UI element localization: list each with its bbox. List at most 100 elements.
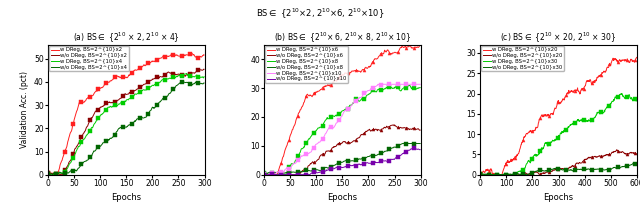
- w DReg, BS=2^{10}x6: [356, 70, 364, 73]
- w/o DReg, BS=2^{10}x30: [595, 168, 602, 170]
- w/o DReg, BS=2^{10}x30: [484, 173, 492, 176]
- w DReg, BS=2^{10}x20: [595, 76, 602, 78]
- w DReg, BS=2^{10}x2: [188, 52, 195, 55]
- w DReg, BS=2^{10}x4: [44, 172, 52, 175]
- w/o DReg, BS=2^{10}x2: [137, 85, 145, 88]
- Line: w/o DReg, BS=2^{10}x2: w/o DReg, BS=2^{10}x2: [48, 69, 204, 175]
- w/o DReg, BS=2^{10}x8: [392, 145, 400, 148]
- w/o DReg, BS=2^{10}x8: [399, 142, 406, 145]
- w/o DReg, BS=2^{10}x6: [403, 127, 410, 129]
- w DReg, BS=2^{10}x6: [354, 69, 362, 72]
- w DReg, BS=2^{10}x20: [476, 171, 484, 174]
- w DReg, BS=2^{10}x4: [187, 75, 195, 78]
- w/o DReg, BS=2^{10}x20: [595, 155, 602, 158]
- w DReg, BS=2^{10}x30: [547, 141, 555, 144]
- w/o DReg, BS=2^{10}x30: [629, 162, 637, 165]
- w/o DReg, BS=2^{10}x30: [569, 169, 577, 172]
- w/o DReg, BS=2^{10}x6: [391, 123, 399, 126]
- w DReg, BS=2^{10}x4: [140, 88, 148, 91]
- w DReg, BS=2^{10}x20: [504, 161, 512, 163]
- w/o DReg, BS=2^{10}x4: [44, 173, 52, 175]
- w/o DReg, BS=2^{10}x20: [479, 173, 486, 176]
- w/o DReg, BS=2^{10}x10: [356, 164, 364, 166]
- w/o DReg, BS=2^{10}x4: [140, 116, 148, 119]
- w/o DReg, BS=2^{10}x2: [138, 86, 145, 88]
- w/o DReg, BS=2^{10}x6: [260, 173, 268, 175]
- w/o DReg, BS=2^{10}x8: [356, 157, 364, 160]
- w/o DReg, BS=2^{10}x8: [353, 158, 361, 161]
- w DReg, BS=2^{10}x10: [393, 83, 401, 86]
- w DReg, BS=2^{10}x8: [260, 172, 268, 174]
- w/o DReg, BS=2^{10}x4: [187, 83, 195, 86]
- Legend: w DReg, BS=2^{10}x2, w/o DReg, BS=2^{10}x2, w DReg, BS=2^{10}x4, w/o DReg, BS=2^: w DReg, BS=2^{10}x2, w/o DReg, BS=2^{10}…: [49, 46, 129, 71]
- w/o DReg, BS=2^{10}x4: [45, 173, 53, 176]
- w/o DReg, BS=2^{10}x4: [177, 81, 184, 83]
- w/o DReg, BS=2^{10}x8: [403, 142, 410, 145]
- w/o DReg, BS=2^{10}x6: [260, 173, 268, 176]
- w DReg, BS=2^{10}x30: [595, 111, 602, 114]
- w/o DReg, BS=2^{10}x2: [50, 173, 58, 176]
- w/o DReg, BS=2^{10}x2: [186, 72, 194, 75]
- Text: BS$\in$ {$2^{10}$$\times$2, $2^{10}$$\times$6, $2^{10}$$\times$10}: BS$\in$ {$2^{10}$$\times$2, $2^{10}$$\ti…: [256, 7, 384, 21]
- w DReg, BS=2^{10}x6: [416, 44, 424, 47]
- w DReg, BS=2^{10}x30: [569, 123, 577, 126]
- Line: w DReg, BS=2^{10}x2: w DReg, BS=2^{10}x2: [48, 53, 204, 175]
- w DReg, BS=2^{10}x30: [476, 172, 484, 175]
- w DReg, BS=2^{10}x4: [137, 90, 145, 93]
- w/o DReg, BS=2^{10}x2: [200, 68, 208, 71]
- w DReg, BS=2^{10}x4: [200, 75, 208, 78]
- w DReg, BS=2^{10}x8: [354, 99, 362, 102]
- w DReg, BS=2^{10}x20: [633, 56, 640, 59]
- Line: w/o DReg, BS=2^{10}x4: w/o DReg, BS=2^{10}x4: [48, 82, 204, 175]
- w DReg, BS=2^{10}x30: [618, 92, 625, 95]
- w/o DReg, BS=2^{10}x30: [581, 168, 589, 170]
- Title: (a) BS$\in$ {$2^{10}$ $\times$ 2, $2^{10}$ $\times$ 4}: (a) BS$\in$ {$2^{10}$ $\times$ 2, $2^{10…: [73, 31, 180, 45]
- w DReg, BS=2^{10}x6: [403, 46, 410, 49]
- w/o DReg, BS=2^{10}x20: [613, 148, 621, 151]
- w/o DReg, BS=2^{10}x8: [260, 173, 268, 175]
- w/o DReg, BS=2^{10}x20: [504, 173, 512, 176]
- Y-axis label: Validation Acc. (pct): Validation Acc. (pct): [20, 71, 29, 148]
- w/o DReg, BS=2^{10}x20: [517, 173, 525, 176]
- w DReg, BS=2^{10}x20: [517, 145, 525, 148]
- w DReg, BS=2^{10}x2: [176, 55, 184, 57]
- Line: w DReg, BS=2^{10}x8: w DReg, BS=2^{10}x8: [264, 85, 420, 175]
- w DReg, BS=2^{10}x6: [417, 44, 424, 47]
- w DReg, BS=2^{10}x4: [176, 74, 184, 77]
- w DReg, BS=2^{10}x6: [392, 52, 400, 54]
- w/o DReg, BS=2^{10}x10: [260, 173, 268, 176]
- w/o DReg, BS=2^{10}x6: [261, 173, 269, 176]
- w DReg, BS=2^{10}x10: [354, 98, 362, 101]
- w DReg, BS=2^{10}x20: [547, 112, 555, 115]
- w DReg, BS=2^{10}x10: [356, 96, 364, 99]
- w/o DReg, BS=2^{10}x6: [417, 129, 424, 131]
- w DReg, BS=2^{10}x4: [182, 72, 190, 75]
- Line: w/o DReg, BS=2^{10}x8: w/o DReg, BS=2^{10}x8: [264, 144, 420, 174]
- w/o DReg, BS=2^{10}x8: [417, 142, 424, 145]
- w DReg, BS=2^{10}x8: [392, 86, 400, 89]
- w/o DReg, BS=2^{10}x30: [517, 173, 525, 176]
- Line: w DReg, BS=2^{10}x6: w DReg, BS=2^{10}x6: [264, 45, 420, 175]
- w DReg, BS=2^{10}x8: [260, 171, 268, 174]
- w DReg, BS=2^{10}x2: [140, 63, 148, 66]
- w/o DReg, BS=2^{10}x20: [547, 170, 555, 173]
- w/o DReg, BS=2^{10}x20: [569, 165, 577, 167]
- w DReg, BS=2^{10}x6: [260, 173, 268, 176]
- w/o DReg, BS=2^{10}x2: [45, 172, 52, 175]
- w DReg, BS=2^{10}x8: [403, 86, 410, 89]
- w DReg, BS=2^{10}x20: [581, 85, 589, 88]
- w/o DReg, BS=2^{10}x10: [403, 150, 410, 153]
- w/o DReg, BS=2^{10}x8: [261, 173, 269, 175]
- Line: w DReg, BS=2^{10}x4: w DReg, BS=2^{10}x4: [48, 73, 204, 175]
- w DReg, BS=2^{10}x30: [633, 99, 640, 102]
- w/o DReg, BS=2^{10}x4: [176, 82, 184, 84]
- w DReg, BS=2^{10}x30: [504, 173, 512, 176]
- w/o DReg, BS=2^{10}x10: [260, 173, 268, 176]
- w DReg, BS=2^{10}x2: [186, 52, 194, 55]
- Line: w DReg, BS=2^{10}x10: w DReg, BS=2^{10}x10: [264, 84, 420, 175]
- w/o DReg, BS=2^{10}x10: [417, 148, 424, 151]
- w/o DReg, BS=2^{10}x2: [44, 172, 52, 175]
- w/o DReg, BS=2^{10}x30: [547, 168, 555, 171]
- w/o DReg, BS=2^{10}x10: [263, 173, 271, 176]
- w DReg, BS=2^{10}x10: [260, 172, 268, 175]
